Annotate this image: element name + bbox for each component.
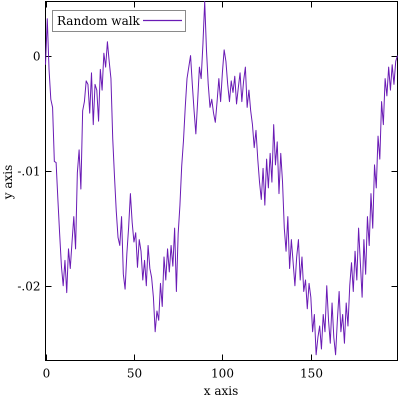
legend: Random walk: [52, 10, 186, 32]
y-tick-label-1: -.01: [17, 165, 40, 179]
x-tick-label-50: 50: [127, 367, 142, 381]
x-tick-label-100: 100: [211, 367, 234, 381]
legend-label-random-walk: Random walk: [57, 14, 141, 28]
y-tick-label-0: 0: [33, 50, 41, 64]
x-axis-ticks: 0 50 100 150: [43, 1, 323, 381]
y-axis-label: y axis: [1, 165, 15, 201]
series-line-random-walk: [45, 1, 398, 356]
x-tick-label-150: 150: [300, 367, 323, 381]
legend-box: [52, 10, 186, 32]
y-tick-label-2: -.02: [17, 280, 40, 294]
x-tick-label-0: 0: [43, 367, 51, 381]
plot-area-frame: [45, 1, 398, 361]
x-axis-label: x axis: [204, 384, 239, 398]
